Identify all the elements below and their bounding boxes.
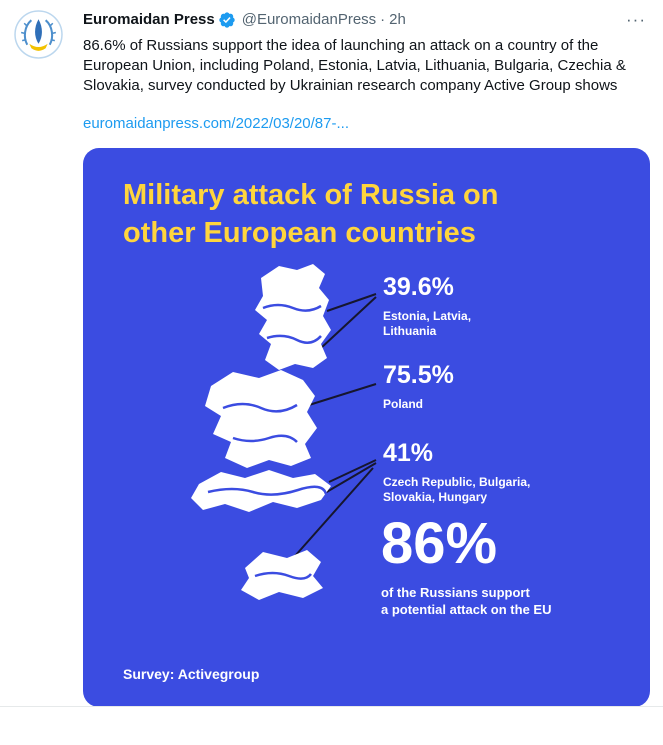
euromaidan-press-logo-icon	[14, 10, 63, 59]
tweet-text: 86.6% of Russians support the idea of la…	[83, 37, 626, 94]
meta-separator: ·	[380, 11, 386, 28]
tweet-divider	[0, 706, 663, 707]
river-lines	[207, 303, 328, 580]
author-name[interactable]: Euromaidan Press	[83, 11, 215, 28]
avatar[interactable]	[14, 10, 63, 59]
tweet: Euromaidan Press @EuromaidanPress · 2h ·…	[0, 10, 663, 707]
more-options-icon[interactable]: ···	[626, 10, 646, 29]
survey-source: Survey: Activegroup	[123, 666, 260, 682]
map-poland-shape	[205, 370, 317, 468]
stat-central-europe: 41% Czech Republic, Bulgaria, Slovakia, …	[383, 440, 530, 505]
map-baltics-shape	[255, 264, 331, 370]
stat-central-europe-label: Czech Republic, Bulgaria, Slovakia, Hung…	[383, 475, 531, 504]
stat-eu-overall-label: of the Russians support a potential atta…	[381, 585, 552, 617]
stat-baltics-value: 39.6%	[383, 273, 454, 301]
tweet-header: Euromaidan Press @EuromaidanPress · 2h ·…	[83, 10, 650, 30]
map-czech-slovakia-shape	[191, 470, 331, 512]
stat-poland: 75.5% Poland	[383, 362, 454, 412]
stat-poland-label: Poland	[383, 397, 424, 411]
verified-badge-icon	[219, 12, 235, 28]
infographic-image[interactable]: Military attack of Russia on other Europ…	[83, 148, 650, 707]
stat-baltics-label: Estonia, Latvia, Lithuania	[383, 309, 472, 338]
tweet-timestamp[interactable]: 2h	[389, 11, 406, 28]
stat-poland-value: 75.5%	[383, 361, 454, 389]
author-handle[interactable]: @EuromaidanPress	[241, 11, 377, 28]
infographic-title: Military attack of Russia on other Europ…	[123, 179, 499, 249]
connector-lines	[294, 293, 377, 557]
stat-baltics: 39.6% Estonia, Latvia, Lithuania	[383, 274, 471, 339]
stat-eu-overall-value: 86%	[381, 511, 498, 576]
infographic-map	[191, 264, 377, 600]
stat-eu-overall: 86% of the Russians support a potential …	[381, 514, 551, 618]
tweet-link[interactable]: euromaidanpress.com/2022/03/20/87-...	[83, 115, 349, 132]
stat-central-europe-value: 41%	[383, 439, 434, 467]
